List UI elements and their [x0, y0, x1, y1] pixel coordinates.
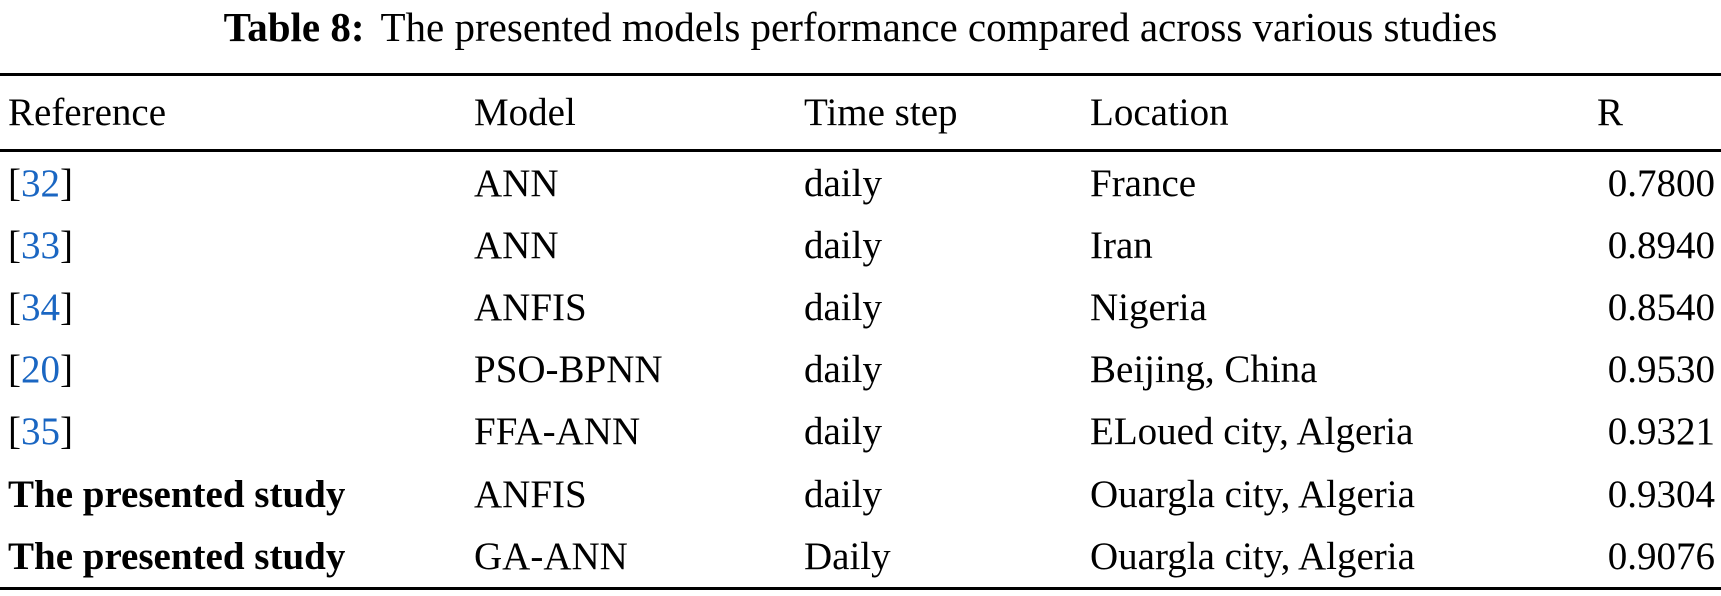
citation-bracket-open: [ — [8, 348, 21, 392]
cell-location: Nigeria — [1090, 285, 1207, 329]
top-rule — [0, 73, 1721, 76]
table-caption-label: Table 8: — [223, 4, 365, 50]
table-row: The presented study GA-ANN Daily Ouargla… — [0, 525, 1721, 587]
presented-study-label: The presented study — [8, 472, 346, 516]
cell-model: ANFIS — [474, 472, 587, 516]
presented-study-label: The presented study — [8, 534, 346, 578]
header-location: Location — [1090, 91, 1229, 134]
cell-reference: The presented study — [8, 534, 474, 579]
cell-reference: [32] — [8, 161, 474, 206]
cell-r: 0.9304 — [1607, 472, 1715, 516]
citation-link[interactable]: 35 — [21, 410, 60, 454]
cell-time-step: daily — [804, 410, 882, 454]
header-model: Model — [474, 91, 576, 134]
cell-time-step: daily — [804, 472, 882, 516]
cell-r: 0.9321 — [1607, 410, 1715, 454]
cell-time-step: daily — [804, 223, 882, 267]
cell-model: PSO-BPNN — [474, 348, 663, 392]
citation-bracket-close: ] — [60, 285, 73, 329]
cell-reference: [34] — [8, 285, 474, 330]
cell-model: ANN — [474, 161, 559, 205]
citation-link[interactable]: 32 — [21, 161, 60, 205]
cell-location: Beijing, China — [1090, 348, 1318, 392]
citation-link[interactable]: 20 — [21, 348, 60, 392]
cell-reference: The presented study — [8, 472, 474, 517]
cell-time-step: Daily — [804, 534, 891, 578]
table-row: [20] PSO-BPNN daily Beijing, China 0.953… — [0, 339, 1721, 401]
citation-bracket-close: ] — [60, 161, 73, 205]
table-body: [32] ANN daily France 0.7800 [33] ANN da… — [0, 152, 1721, 587]
bottom-rule — [0, 587, 1721, 591]
cell-location: Iran — [1090, 223, 1153, 267]
header-reference: Reference — [8, 91, 167, 134]
cell-time-step: daily — [804, 348, 882, 392]
table-caption-text: The presented models performance compare… — [380, 4, 1498, 50]
cell-reference: [33] — [8, 223, 474, 268]
cell-r: 0.8540 — [1607, 285, 1715, 329]
cell-location: Ouargla city, Algeria — [1090, 472, 1415, 516]
cell-r: 0.9530 — [1607, 348, 1715, 392]
table-row: [32] ANN daily France 0.7800 — [0, 152, 1721, 214]
citation-bracket-open: [ — [8, 410, 21, 454]
cell-model: ANN — [474, 223, 559, 267]
cell-r: 0.7800 — [1607, 161, 1715, 205]
citation-link[interactable]: 34 — [21, 285, 60, 329]
citation-bracket-close: ] — [60, 410, 73, 454]
header-rule — [0, 149, 1721, 152]
table-caption: Table 8: The presented models performanc… — [0, 0, 1721, 72]
citation-bracket-open: [ — [8, 161, 21, 205]
citation-link[interactable]: 33 — [21, 223, 60, 267]
cell-r: 0.9076 — [1607, 534, 1715, 578]
citation-bracket-open: [ — [8, 285, 21, 329]
header-r: R — [1596, 91, 1623, 134]
cell-model: ANFIS — [474, 285, 587, 329]
cell-reference: [35] — [8, 409, 474, 454]
table-row: [33] ANN daily Iran 0.8940 — [0, 214, 1721, 276]
cell-location: Ouargla city, Algeria — [1090, 534, 1415, 578]
citation-bracket-close: ] — [60, 223, 73, 267]
cell-time-step: daily — [804, 285, 882, 329]
cell-time-step: daily — [804, 161, 882, 205]
cell-model: GA-ANN — [474, 534, 628, 578]
table-row: [34] ANFIS daily Nigeria 0.8540 — [0, 276, 1721, 338]
citation-bracket-open: [ — [8, 223, 21, 267]
cell-location: ELoued city, Algeria — [1090, 410, 1414, 454]
cell-model: FFA-ANN — [474, 410, 641, 454]
cell-location: France — [1090, 161, 1197, 205]
citation-bracket-close: ] — [60, 348, 73, 392]
header-time-step: Time step — [804, 91, 958, 134]
table-row: [35] FFA-ANN daily ELoued city, Algeria … — [0, 401, 1721, 463]
cell-reference: [20] — [8, 347, 474, 392]
table-row: The presented study ANFIS daily Ouargla … — [0, 463, 1721, 525]
cell-r: 0.8940 — [1607, 223, 1715, 267]
table-header-row: Reference Model Time step Location R — [0, 76, 1721, 149]
